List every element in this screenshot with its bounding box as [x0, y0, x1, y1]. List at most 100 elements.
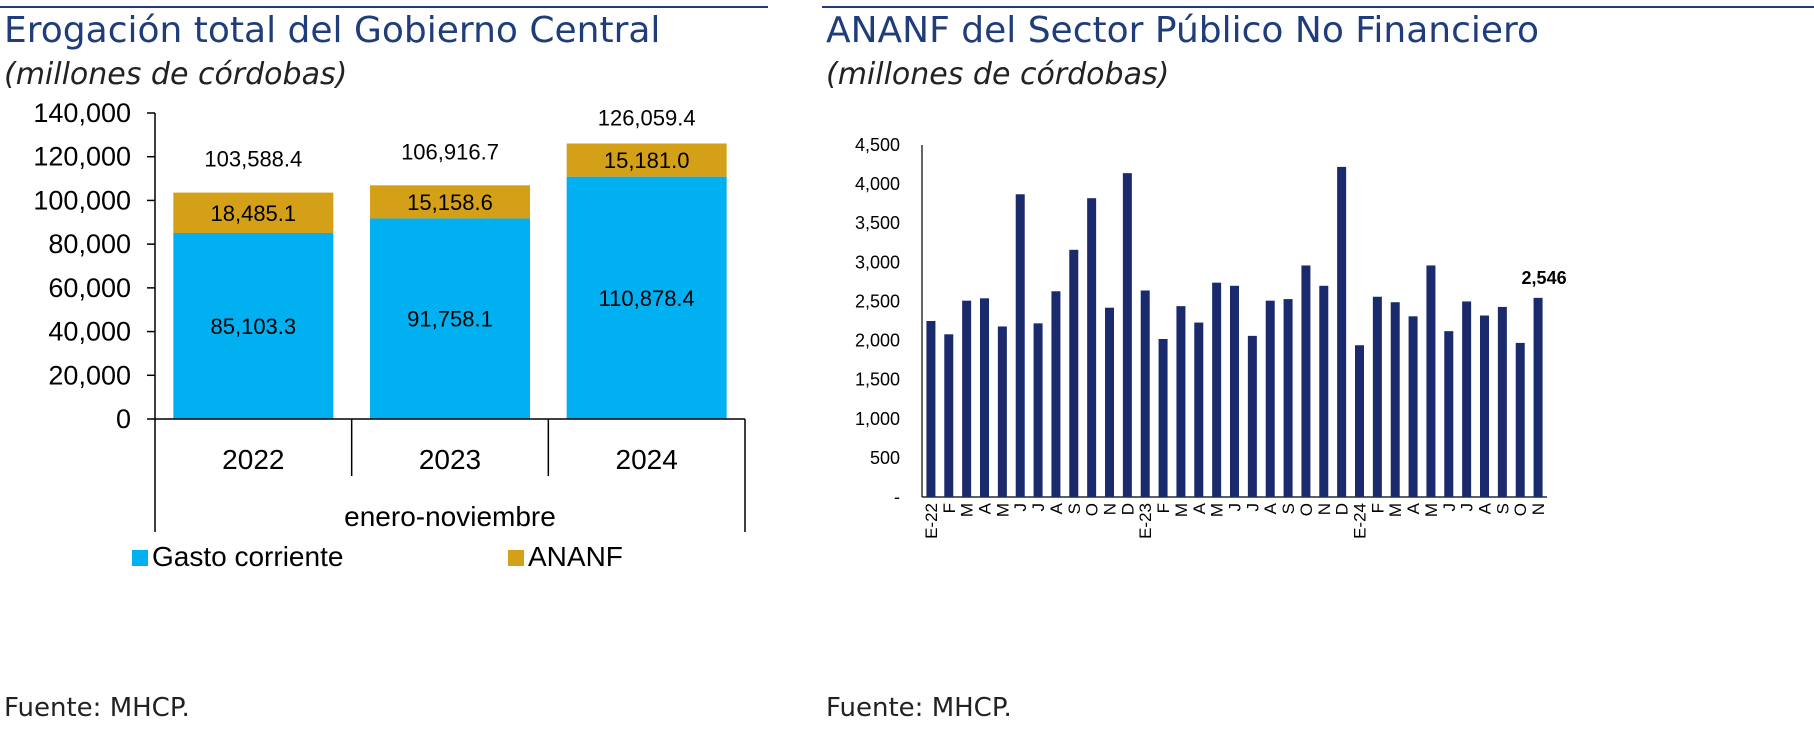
bar — [1319, 285, 1329, 497]
bar — [1283, 299, 1293, 497]
y-tick-label: 2,500 — [855, 291, 900, 311]
x-tick-label: O — [1511, 503, 1530, 516]
bar — [1390, 302, 1400, 497]
x-tick-label: E-23 — [1136, 503, 1155, 539]
data-label-total: 103,588.4 — [204, 147, 302, 172]
bar — [1408, 316, 1418, 497]
x-tick-label: O — [1297, 503, 1316, 516]
y-tick-label: 2,000 — [855, 331, 900, 351]
bar — [997, 326, 1007, 497]
bar — [1355, 345, 1364, 497]
bar — [1051, 291, 1061, 497]
x-tick-label: A — [1476, 502, 1495, 514]
stacked-bar-chart: 0 20,000 40,000 60,000 80,000 100,000 120,000 1… — [33, 98, 746, 572]
bar — [1265, 300, 1275, 497]
bar-gasto-corriente — [173, 232, 334, 419]
y-tick-label: 4,000 — [855, 174, 900, 194]
x-tick-label: J — [1458, 503, 1477, 512]
bar — [1480, 315, 1489, 497]
y-tick-label: 20,000 — [48, 360, 131, 390]
x-tick-label: S — [1493, 503, 1512, 514]
bar — [1301, 265, 1311, 497]
data-label-total: 106,916.7 — [401, 139, 499, 164]
bar — [926, 321, 936, 497]
x-tick-label: J — [1029, 503, 1048, 512]
bar — [1140, 290, 1150, 497]
x-tick-label: A — [1190, 502, 1209, 514]
x-tick-label: J — [1226, 503, 1245, 512]
y-tick-label: 500 — [870, 448, 900, 468]
bar-ananf — [173, 192, 334, 233]
x-tick-label: J — [1011, 503, 1030, 512]
x-tick-label: O — [1083, 503, 1102, 516]
y-tick-label: 4,500 — [855, 135, 900, 155]
x-tick-label: E-24 — [1351, 503, 1370, 539]
bar — [1372, 296, 1382, 497]
right-chart-title: ANANF del Sector Público No Financiero — [826, 10, 1540, 51]
x-tick-label: M — [1172, 503, 1191, 517]
data-label-ananf: 15,158.6 — [407, 190, 493, 215]
bar — [1337, 166, 1347, 497]
x-tick-label: A — [1404, 502, 1423, 514]
bar — [1497, 306, 1507, 497]
x-tick-label: A — [1047, 502, 1066, 514]
y-tick-label: 1,500 — [855, 370, 900, 390]
data-label-ananf: 15,181.0 — [604, 148, 690, 173]
x-tick-label: N — [1529, 503, 1548, 515]
bar — [1533, 297, 1543, 497]
bar-gasto-corriente — [370, 218, 530, 419]
bar — [1426, 265, 1436, 497]
bar — [1194, 322, 1204, 497]
left-chart-title: Erogación total del Gobierno Central — [4, 10, 661, 51]
y-tick-label: 0 — [116, 404, 131, 434]
y-tick-label: 140,000 — [33, 98, 131, 128]
x-tick-label: 2023 — [419, 444, 481, 475]
x-tick-label: S — [1279, 503, 1298, 514]
x-tick-label: 2022 — [222, 444, 284, 475]
x-tick-label: M — [1208, 503, 1227, 517]
y-tick-label: 3,000 — [855, 252, 900, 272]
bar — [1122, 173, 1132, 497]
bar — [962, 300, 972, 497]
x-tick-label: S — [1065, 503, 1084, 514]
left-chart-subtitle: (millones de córdobas) — [4, 57, 348, 92]
bar-gasto-corriente — [566, 176, 727, 419]
data-label-gasto-corriente: 85,103.3 — [211, 314, 297, 339]
bar — [980, 298, 989, 497]
bar — [1105, 307, 1114, 497]
legend-swatch-gasto-corriente — [132, 550, 148, 566]
bar — [1087, 198, 1097, 497]
y-tick-label: 3,500 — [855, 213, 900, 233]
monthly-bar-chart: - 500 1,000 1,500 2,000 2,500 3,000 3,500 4,000 4… — [855, 135, 1567, 539]
legend-label-ananf: ANANF — [528, 541, 623, 572]
left-source-note: Fuente: MHCP. — [4, 693, 190, 723]
x-tick-label: F — [1368, 503, 1387, 513]
x-tick-label: M — [1422, 503, 1441, 517]
y-tick-label: 1,000 — [855, 409, 900, 429]
bar — [1462, 301, 1472, 497]
x-tick-label: N — [1315, 503, 1334, 515]
left-top-rule — [0, 6, 768, 8]
bar — [944, 334, 954, 497]
right-top-rule — [822, 6, 1814, 8]
data-label-gasto-corriente: 91,758.1 — [407, 307, 493, 332]
x-tick-label: J — [1440, 503, 1459, 512]
x-tick-label: M — [1386, 503, 1405, 517]
y-tick-label: 80,000 — [48, 229, 131, 259]
legend-swatch-ananf — [508, 550, 524, 566]
x-tick-label: N — [1101, 503, 1120, 515]
bar — [1230, 285, 1239, 497]
x-tick-label: E-22 — [922, 503, 941, 539]
y-tick-label: 60,000 — [48, 273, 131, 303]
x-tick-label: A — [976, 502, 995, 514]
bar — [1176, 306, 1186, 497]
x-tick-label: F — [1154, 503, 1173, 513]
right-source-note: Fuente: MHCP. — [826, 693, 1012, 723]
y-tick-label: 100,000 — [33, 185, 131, 215]
x-tick-label: F — [940, 503, 959, 513]
y-tick-label: 120,000 — [33, 142, 131, 172]
bar — [1444, 331, 1454, 497]
data-label-gasto-corriente: 110,878.4 — [599, 286, 695, 311]
legend-label-gasto-corriente: Gasto corriente — [152, 541, 343, 572]
bar — [1158, 338, 1168, 497]
